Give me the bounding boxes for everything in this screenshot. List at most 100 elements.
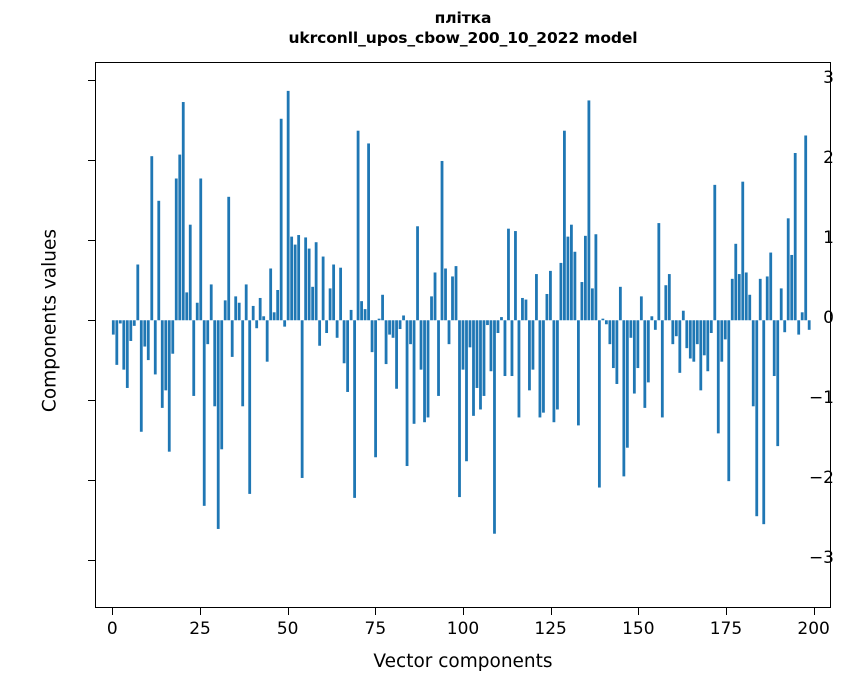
bar — [650, 316, 654, 321]
bar — [181, 102, 185, 321]
bar — [367, 143, 370, 321]
bar — [636, 320, 640, 369]
bar — [146, 320, 150, 361]
bar — [741, 181, 745, 321]
bar — [209, 284, 213, 321]
x-tick-label: 175 — [709, 619, 743, 639]
chart-title: плітка ukrconll_upos_cbow_200_10_2022 mo… — [95, 8, 831, 49]
y-tick-label: 1 — [823, 228, 834, 249]
bar — [482, 320, 486, 396]
x-tick-label: 100 — [446, 619, 480, 639]
bar — [783, 320, 787, 333]
bar — [213, 320, 217, 407]
y-tick-mark — [88, 160, 95, 162]
y-tick-label: 3 — [823, 68, 834, 89]
bar — [171, 320, 175, 354]
bar — [797, 320, 801, 335]
bar — [122, 320, 126, 370]
bar — [727, 320, 731, 482]
x-tick-label: 50 — [276, 619, 299, 639]
x-tick-label: 25 — [189, 619, 211, 639]
bar — [125, 320, 129, 388]
bar — [192, 320, 196, 396]
bar — [748, 294, 752, 321]
bar — [167, 320, 171, 452]
bar — [510, 320, 514, 377]
bar — [419, 320, 423, 370]
bar — [356, 130, 360, 321]
bar — [769, 252, 773, 321]
bar — [206, 320, 210, 345]
bar — [695, 320, 699, 345]
bar — [412, 320, 416, 424]
bar — [465, 320, 468, 462]
bar — [136, 264, 140, 321]
bar — [230, 320, 234, 357]
bar — [384, 320, 388, 365]
chart-title-line-1: плітка — [434, 9, 492, 27]
y-tick-label: −2 — [808, 468, 834, 489]
bar — [790, 254, 794, 321]
bar — [629, 320, 633, 338]
x-tick-mark — [200, 608, 202, 615]
bar — [178, 154, 182, 321]
bar — [542, 320, 545, 413]
bar — [664, 285, 668, 321]
bar — [451, 276, 454, 321]
bar-series — [111, 90, 811, 534]
y-tick-mark — [88, 80, 95, 82]
bar — [556, 320, 559, 410]
bar — [311, 286, 315, 321]
bar — [559, 262, 563, 321]
bar — [779, 288, 783, 321]
bar — [115, 320, 119, 365]
bar — [643, 320, 647, 408]
bar — [430, 296, 433, 321]
bar — [458, 320, 461, 498]
bar — [772, 320, 776, 377]
bar — [129, 320, 133, 341]
bar — [269, 268, 273, 321]
bar — [360, 301, 363, 321]
bar — [325, 320, 329, 334]
bar — [667, 274, 671, 321]
bar — [573, 251, 577, 321]
x-tick-label: 0 — [106, 619, 118, 639]
bar — [737, 274, 741, 321]
bar — [349, 309, 353, 321]
bar — [699, 320, 703, 391]
bar — [241, 320, 245, 407]
x-tick-mark — [638, 608, 640, 615]
bar — [660, 320, 664, 418]
bar — [447, 320, 451, 345]
bar — [657, 223, 661, 321]
bar — [339, 267, 343, 321]
bar — [276, 289, 280, 321]
bar — [521, 297, 524, 321]
bar — [409, 320, 412, 345]
bar — [639, 296, 643, 321]
bar — [793, 152, 797, 321]
bar — [321, 256, 325, 321]
bar — [674, 320, 678, 337]
bar — [538, 320, 542, 418]
bar — [388, 320, 391, 335]
bar — [730, 278, 734, 321]
bar — [702, 320, 706, 356]
x-tick-mark — [463, 608, 464, 615]
bar — [608, 320, 612, 345]
bar — [111, 320, 115, 335]
bar — [786, 218, 790, 321]
bar — [433, 272, 437, 321]
bar — [580, 282, 584, 321]
bar — [570, 224, 573, 321]
bar — [758, 278, 762, 321]
bar — [283, 320, 287, 327]
bar — [227, 196, 231, 321]
y-tick-label: 2 — [823, 148, 834, 169]
bar — [646, 320, 650, 383]
x-tick-mark — [550, 608, 552, 615]
y-tick-mark — [88, 480, 95, 482]
bar — [500, 317, 503, 321]
bar — [528, 320, 531, 391]
